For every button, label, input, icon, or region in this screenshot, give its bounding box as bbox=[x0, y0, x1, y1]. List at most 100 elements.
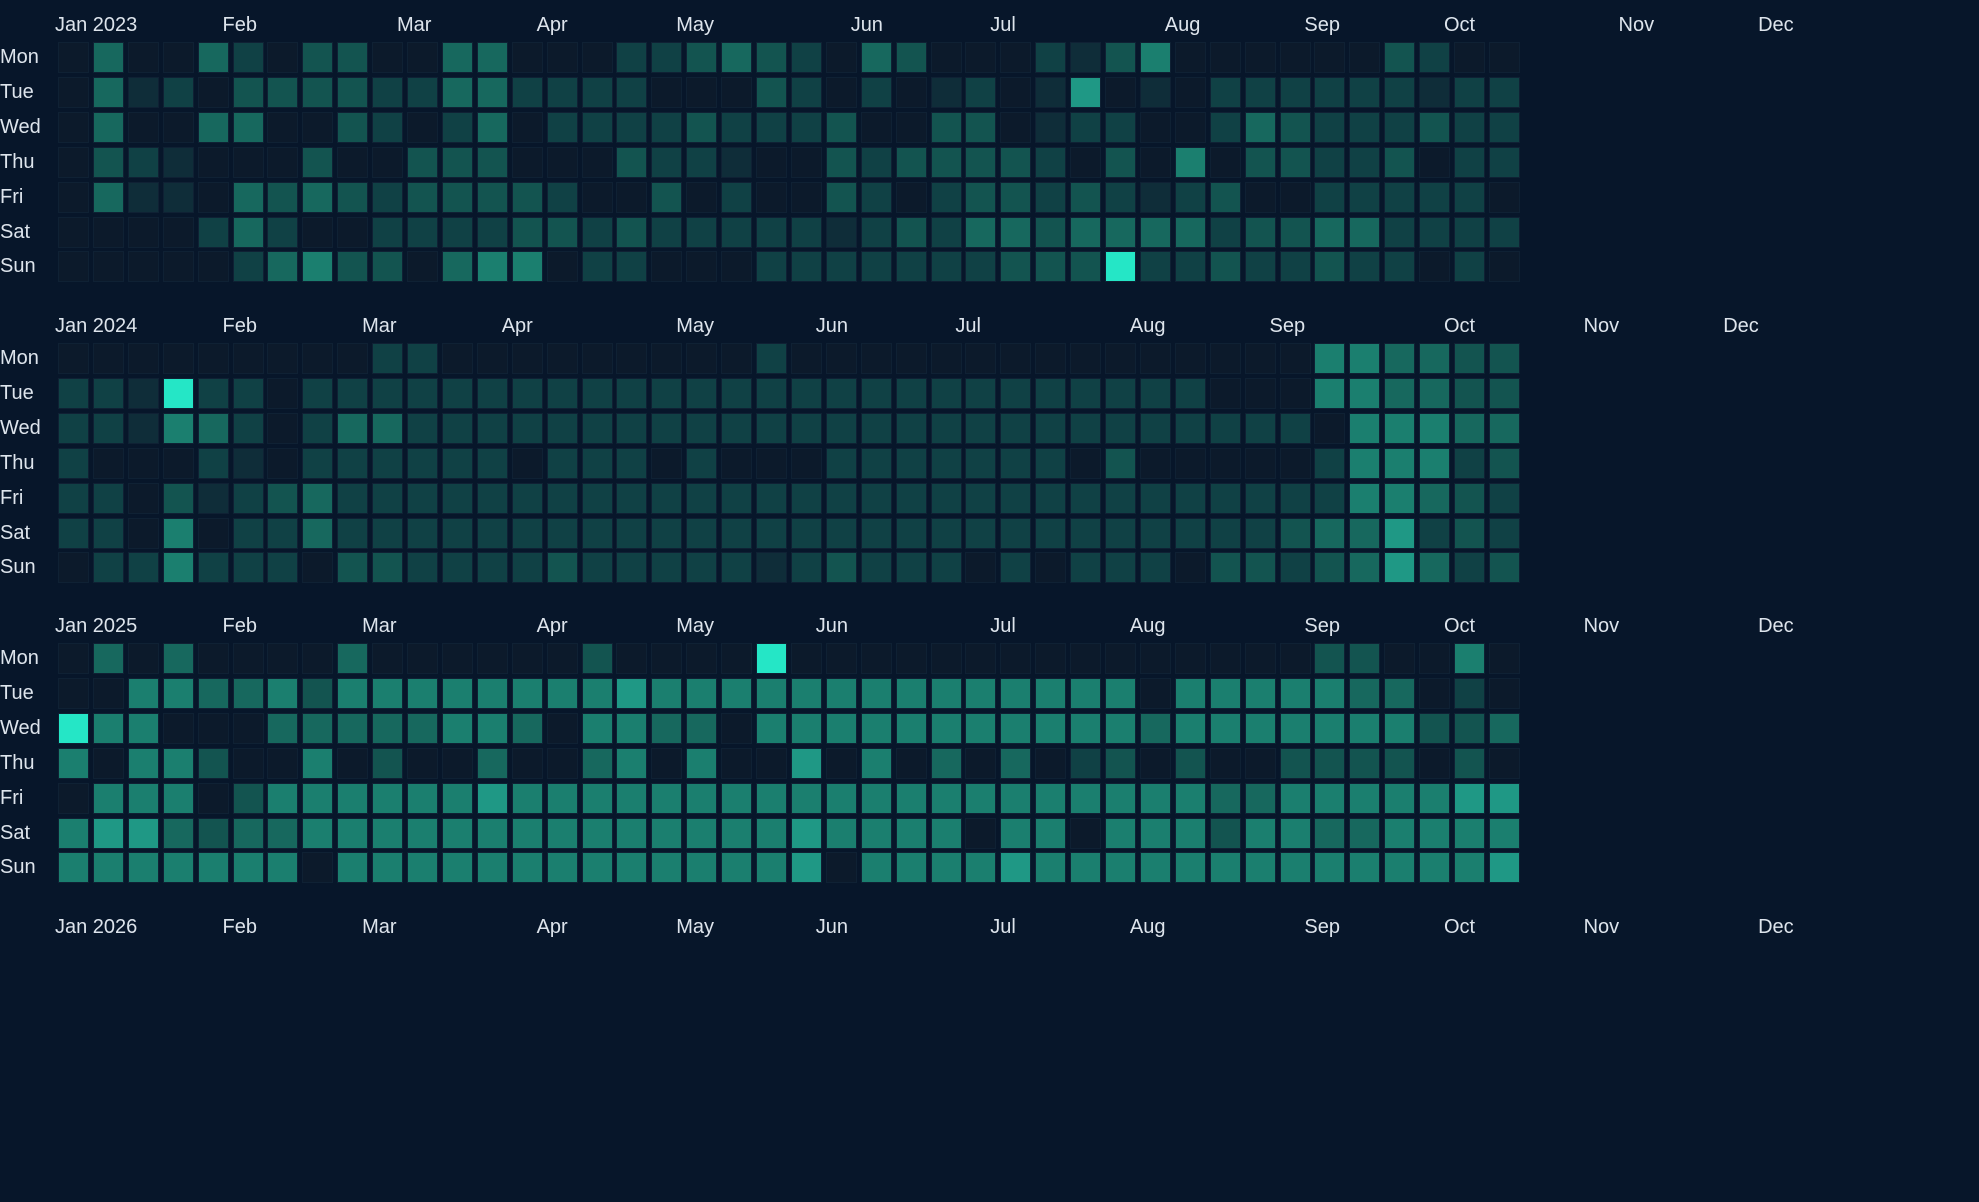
heatmap-cell bbox=[267, 712, 299, 744]
heatmap-cell bbox=[860, 181, 892, 213]
heatmap-cell bbox=[407, 343, 438, 374]
heatmap-cell bbox=[372, 852, 404, 884]
month-label: Aug bbox=[1129, 615, 1166, 637]
heatmap-cell bbox=[756, 677, 787, 709]
heatmap-cell bbox=[127, 747, 159, 779]
heatmap-cell bbox=[581, 447, 613, 479]
heatmap-cell bbox=[721, 817, 753, 849]
heatmap-cell bbox=[546, 76, 578, 108]
heatmap-cell bbox=[1105, 111, 1136, 143]
heatmap-cell bbox=[756, 482, 787, 514]
heatmap-cell bbox=[302, 712, 334, 744]
month-label: May bbox=[676, 14, 714, 36]
heatmap-cell bbox=[616, 146, 648, 178]
heatmap-cell bbox=[686, 111, 718, 143]
heatmap-cell bbox=[1035, 517, 1067, 549]
heatmap-cell bbox=[1454, 482, 1485, 514]
heatmap-cell bbox=[372, 643, 404, 674]
heatmap-cell bbox=[930, 817, 962, 849]
heatmap-cell bbox=[441, 111, 473, 143]
heatmap-cell bbox=[825, 482, 857, 514]
heatmap-cell bbox=[546, 216, 578, 248]
heatmap-cell bbox=[651, 216, 683, 248]
heatmap-cell bbox=[1279, 42, 1311, 73]
heatmap-cell bbox=[1279, 181, 1311, 213]
month-label: Jul bbox=[990, 14, 1016, 36]
heatmap-cell bbox=[825, 146, 857, 178]
heatmap-cell bbox=[232, 517, 264, 549]
heatmap-cell bbox=[232, 412, 264, 444]
heatmap-cell bbox=[581, 343, 613, 374]
heatmap-cell bbox=[1279, 677, 1311, 709]
heatmap-cell bbox=[1139, 782, 1171, 814]
heatmap-cell bbox=[930, 412, 962, 444]
heatmap-cell bbox=[651, 343, 683, 374]
heatmap-cell bbox=[616, 447, 648, 479]
heatmap-cell bbox=[1139, 181, 1171, 213]
heatmap-cell bbox=[721, 42, 753, 73]
heatmap-cell bbox=[127, 482, 159, 514]
heatmap-cell bbox=[930, 552, 962, 584]
heatmap-cell bbox=[58, 643, 89, 674]
heatmap-cell bbox=[162, 146, 194, 178]
heatmap-cell bbox=[1209, 111, 1241, 143]
heatmap-cell bbox=[1488, 181, 1520, 213]
heatmap-cell bbox=[721, 216, 753, 248]
heatmap-cell bbox=[790, 377, 822, 409]
heatmap-cell bbox=[860, 412, 892, 444]
heatmap-cell bbox=[860, 251, 892, 283]
heatmap-cell bbox=[1209, 412, 1241, 444]
month-label: Feb bbox=[222, 615, 257, 637]
heatmap-cell bbox=[860, 852, 892, 884]
heatmap-cell bbox=[686, 817, 718, 849]
heatmap-cell bbox=[58, 181, 89, 213]
month-label: Feb bbox=[222, 315, 257, 337]
heatmap-cell bbox=[1139, 677, 1171, 709]
heatmap-cell bbox=[1209, 42, 1241, 73]
heatmap-cell bbox=[686, 76, 718, 108]
heatmap-cell bbox=[1314, 643, 1346, 674]
heatmap-cell bbox=[1244, 552, 1276, 584]
heatmap-cell bbox=[1105, 782, 1136, 814]
heatmap-cell bbox=[651, 111, 683, 143]
heatmap-cell bbox=[197, 377, 229, 409]
heatmap-cell bbox=[930, 677, 962, 709]
heatmap-cell bbox=[756, 251, 787, 283]
heatmap-cell bbox=[197, 712, 229, 744]
heatmap-cell bbox=[721, 111, 753, 143]
heatmap-cell bbox=[1035, 377, 1067, 409]
heatmap-cell bbox=[1454, 412, 1485, 444]
heatmap-cell bbox=[92, 42, 124, 73]
heatmap-cell bbox=[1139, 482, 1171, 514]
heatmap-cell bbox=[1000, 447, 1032, 479]
heatmap-cell bbox=[372, 76, 404, 108]
heatmap-cell bbox=[337, 552, 369, 584]
heatmap-cell bbox=[651, 782, 683, 814]
heatmap-cell bbox=[1070, 517, 1102, 549]
heatmap-cell bbox=[860, 817, 892, 849]
heatmap-cell bbox=[232, 377, 264, 409]
heatmap-cell bbox=[232, 343, 264, 374]
day-label: Sun bbox=[0, 856, 36, 879]
heatmap-cell bbox=[930, 216, 962, 248]
heatmap-cell bbox=[895, 643, 927, 674]
heatmap-cell bbox=[1279, 146, 1311, 178]
heatmap-cell bbox=[1384, 377, 1416, 409]
heatmap-cell bbox=[825, 677, 857, 709]
heatmap-cell bbox=[407, 251, 438, 283]
heatmap-cell bbox=[930, 111, 962, 143]
heatmap-cell bbox=[895, 377, 927, 409]
heatmap-cell bbox=[162, 343, 194, 374]
heatmap-cell bbox=[825, 42, 857, 73]
heatmap-cell bbox=[1419, 146, 1451, 178]
heatmap-cell bbox=[1174, 677, 1206, 709]
heatmap-cell bbox=[441, 643, 473, 674]
heatmap-cell bbox=[476, 747, 508, 779]
heatmap-cell bbox=[58, 782, 89, 814]
month-label: Jun bbox=[815, 315, 849, 337]
month-label: Aug bbox=[1129, 916, 1166, 938]
heatmap-cell bbox=[197, 747, 229, 779]
heatmap-cell bbox=[895, 111, 927, 143]
heatmap-cell bbox=[197, 343, 229, 374]
heatmap-cell bbox=[1139, 216, 1171, 248]
